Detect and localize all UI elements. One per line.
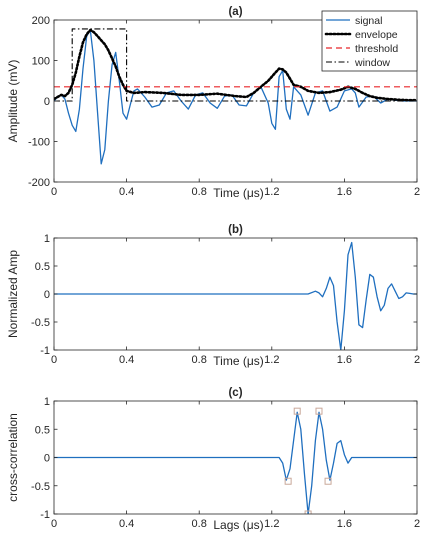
x-tick-label: 0.4	[119, 354, 134, 366]
series-line	[54, 241, 417, 350]
y-tick-label: 0.5	[35, 261, 50, 273]
x-axis-label: Time (μs)	[213, 354, 263, 368]
x-tick-label: 0	[51, 186, 57, 198]
panel-title: (c)	[228, 387, 242, 399]
panel-b: 0 0.4 0.8 1.2 1.6 2 -1 -0.5 0 0.5 1 (b) Time (μs) Nor…	[6, 224, 420, 368]
panel-a: 0 0.4 0.8 1.2 1.6 2 -200 -100 0 100 200 (a) Time (μs…	[6, 6, 420, 200]
legend: signal envelope threshold window	[321, 10, 418, 72]
y-axis-label: Amplitude (mV)	[6, 60, 20, 143]
y-tick-label: 200	[32, 15, 50, 27]
y-tick-label: -0.5	[31, 317, 50, 329]
legend-label-threshold: threshold	[355, 43, 398, 55]
y-tick-label: 0.5	[35, 424, 50, 436]
y-tick-label: -1	[40, 509, 50, 521]
legend-label-envelope: envelope	[355, 29, 398, 41]
peak-marker	[315, 407, 323, 415]
x-axis-label: Lags (μs)	[213, 518, 263, 532]
x-tick-label: 2	[414, 186, 420, 198]
x-axis-label: Time (μs)	[213, 186, 263, 200]
peak-marker	[304, 510, 312, 514]
x-tick-label: 1.2	[264, 186, 279, 198]
legend-box	[321, 10, 418, 72]
signal-line	[54, 29, 417, 165]
y-tick-label: 0	[44, 289, 50, 301]
x-tick-label: 2	[414, 354, 420, 366]
y-tick-label: -0.5	[31, 481, 50, 493]
y-axis-label: Normalized Amp	[6, 250, 20, 338]
x-tick-label: 0	[51, 354, 57, 366]
series-line	[54, 411, 417, 514]
y-tick-label: -200	[28, 177, 50, 189]
x-tick-label: 1.2	[264, 518, 279, 530]
envelope-line	[54, 28, 417, 102]
x-tick-label: 0.4	[119, 518, 134, 530]
y-tick-label: 100	[32, 56, 50, 68]
plot-area	[54, 241, 417, 350]
peak-marker	[324, 477, 332, 485]
x-tick-label: 0	[51, 518, 57, 530]
x-tick-label: 0.8	[192, 186, 207, 198]
y-tick-label: -1	[40, 345, 50, 357]
y-tick-label: 1	[44, 396, 50, 408]
y-axis-label: cross-correlation	[6, 413, 20, 502]
y-tick-label: 1	[44, 233, 50, 245]
legend-label-signal: signal	[355, 15, 382, 27]
peak-marker	[284, 477, 292, 485]
x-tick-label: 1.6	[337, 186, 352, 198]
legend-label-window: window	[354, 57, 390, 69]
x-tick-label: 0.4	[119, 186, 134, 198]
y-tick-label: 0	[44, 453, 50, 465]
panel-title: (a)	[228, 6, 242, 18]
x-tick-label: 1.2	[264, 354, 279, 366]
x-tick-label: 2	[414, 518, 420, 530]
x-tick-label: 1.6	[337, 354, 352, 366]
plot-area	[54, 28, 417, 165]
x-tick-label: 0.8	[192, 518, 207, 530]
panel-c: 0 0.4 0.8 1.2 1.6 2 -1 -0.5 0 0.5 1 (c) Lags (μs) cro…	[6, 387, 420, 532]
x-tick-label: 0.8	[192, 354, 207, 366]
window-line	[54, 28, 417, 102]
x-tick-label: 1.6	[337, 518, 352, 530]
peak-marker	[293, 407, 301, 415]
plot-area	[54, 407, 417, 514]
y-tick-label: -100	[28, 137, 50, 149]
panel-title: (b)	[228, 224, 243, 236]
y-tick-label: 0	[44, 96, 50, 108]
